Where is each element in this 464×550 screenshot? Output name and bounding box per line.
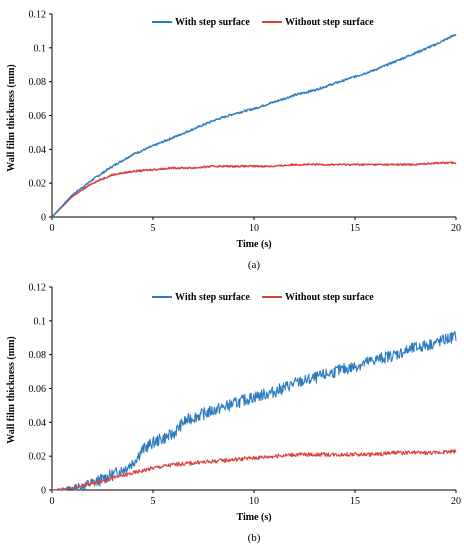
y-axis-title: Wall film thickness (mm) (6, 64, 17, 172)
panel-label: (b) (248, 532, 261, 544)
y-axis-title: Wall film thickness (mm) (6, 336, 17, 444)
panel-label: (a) (248, 259, 261, 271)
x-tick-label: 20 (451, 496, 461, 507)
y-tick-label: 0 (41, 486, 46, 497)
chart-panel-a: Wall film thickness (mm) Time (s) (a) Wi… (6, 10, 461, 272)
legend-label-without-step: Without step surface (285, 292, 374, 303)
y-tick-label: 0.04 (29, 418, 47, 429)
x-tick-label: 10 (249, 223, 259, 234)
x-tick-label: 0 (50, 223, 55, 234)
x-tick-label: 10 (249, 496, 259, 507)
x-axis-title: Time (s) (236, 512, 271, 523)
legend-label-with-step: With step surface (175, 292, 250, 303)
x-tick-label: 0 (50, 496, 55, 507)
y-tick-label: 0.08 (29, 77, 47, 88)
x-tick-label: 5 (151, 496, 156, 507)
legend-label-with-step: With step surface (175, 17, 250, 28)
y-tick-label: 0.12 (29, 283, 47, 294)
y-tick-label: 0 (41, 213, 46, 224)
y-tick-label: 0.1 (34, 316, 47, 327)
y-tick-label: 0.06 (29, 111, 47, 122)
y-tick-label: 0.08 (29, 350, 47, 361)
x-tick-label: 20 (451, 223, 461, 234)
x-tick-label: 15 (350, 496, 360, 507)
chart-panel-b: Wall film thickness (mm) Time (s) (b) Wi… (6, 283, 461, 545)
x-tick-label: 5 (151, 223, 156, 234)
legend-label-without-step: Without step surface (285, 17, 374, 28)
y-tick-label: 0.02 (29, 452, 47, 463)
series-line-without-step-surface (51, 161, 457, 218)
y-tick-label: 0.12 (29, 10, 47, 21)
y-tick-label: 0.1 (34, 43, 47, 54)
y-tick-label: 0.04 (29, 145, 47, 156)
x-tick-label: 15 (350, 223, 360, 234)
legend: With step surface Without step surface (152, 17, 374, 28)
legend: With step surface Without step surface (152, 292, 374, 303)
series-line-with-step-surface (51, 33, 457, 218)
series-line-with-step-surface (51, 330, 457, 491)
y-tick-label: 0.06 (29, 384, 47, 395)
x-axis-title: Time (s) (236, 239, 271, 250)
y-tick-label: 0.02 (29, 179, 47, 190)
series-line-without-step-surface (51, 449, 457, 491)
